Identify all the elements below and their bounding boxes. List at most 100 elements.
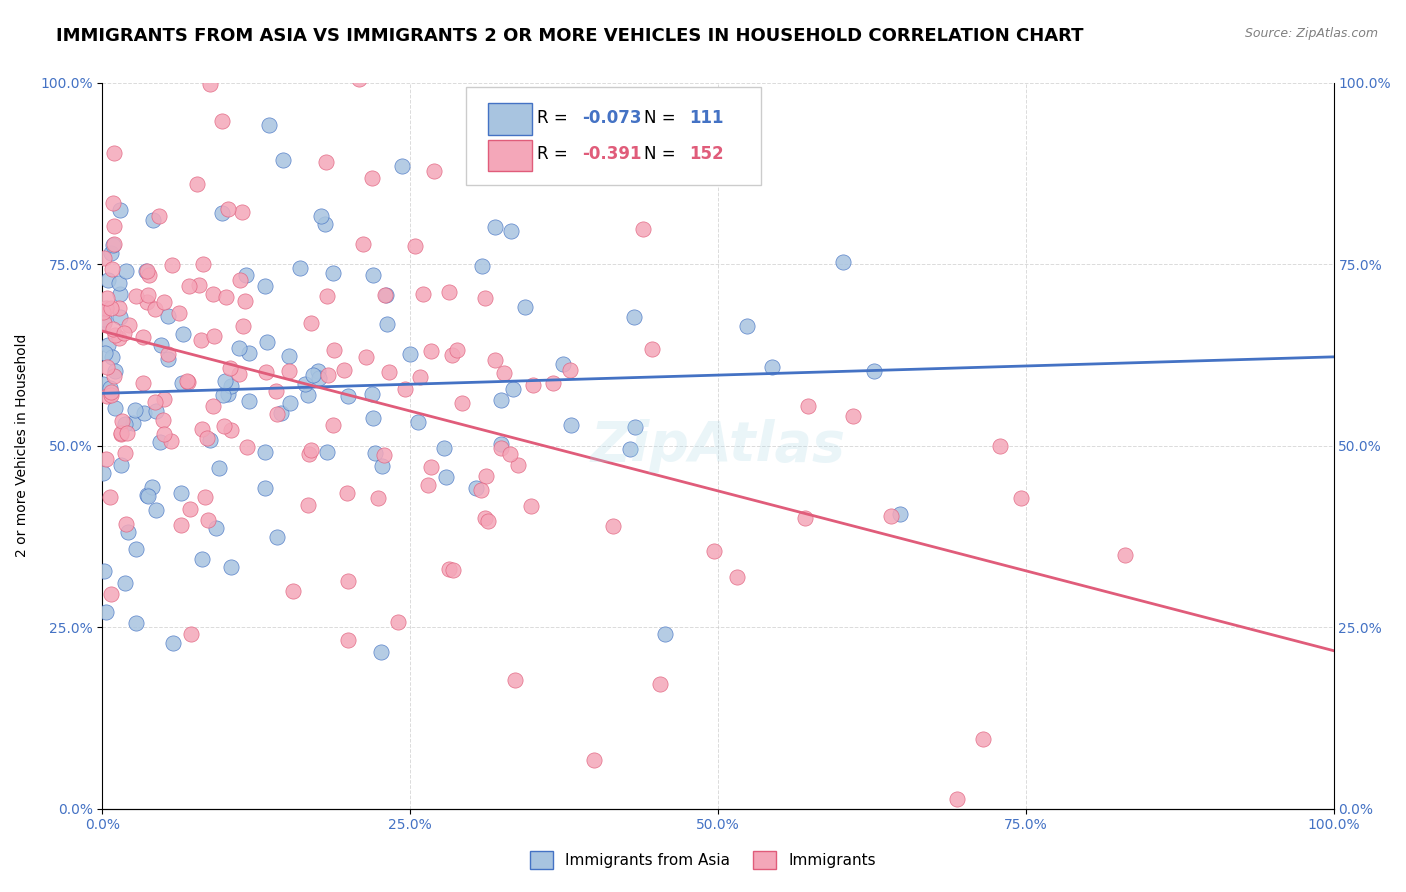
Point <box>108 310 131 325</box>
Point <box>398 347 420 361</box>
Point <box>211 113 233 128</box>
Point <box>202 286 225 301</box>
Point <box>110 287 132 301</box>
Point <box>212 387 235 401</box>
Point <box>318 368 340 383</box>
Point <box>202 329 225 343</box>
Point <box>271 153 294 167</box>
Point <box>254 365 277 379</box>
Point <box>352 237 374 252</box>
Point <box>484 220 506 235</box>
Point <box>378 365 401 379</box>
Point <box>419 460 441 475</box>
Point <box>477 514 499 528</box>
Point <box>582 753 605 767</box>
Point <box>98 381 121 395</box>
Point <box>470 483 492 498</box>
Point <box>211 206 233 220</box>
Point <box>110 425 132 440</box>
Point <box>361 410 384 425</box>
Point <box>371 459 394 474</box>
Point <box>170 376 193 391</box>
Point <box>972 732 994 747</box>
Point <box>132 376 155 391</box>
Point <box>153 426 176 441</box>
Point <box>124 402 146 417</box>
Point <box>104 363 127 377</box>
Point <box>619 442 641 456</box>
Point <box>143 395 166 409</box>
Point <box>406 415 429 429</box>
Point <box>191 422 214 436</box>
Point <box>297 388 319 402</box>
Point <box>502 382 524 396</box>
Point <box>93 315 115 329</box>
Point <box>281 584 304 599</box>
Point <box>200 77 222 91</box>
Point <box>114 446 136 460</box>
Point <box>180 627 202 641</box>
Point <box>103 146 125 161</box>
Point <box>107 331 129 345</box>
Point <box>408 370 430 384</box>
Point <box>194 491 217 505</box>
Point <box>156 309 179 323</box>
Point <box>94 346 117 360</box>
Point <box>489 442 512 456</box>
Point <box>231 205 253 219</box>
Point <box>560 418 582 433</box>
Point <box>333 363 356 377</box>
Point <box>112 326 135 340</box>
Point <box>290 261 312 276</box>
Point <box>157 352 180 367</box>
Point <box>125 542 148 557</box>
Point <box>96 291 118 305</box>
Text: N =: N = <box>644 145 681 163</box>
Point <box>880 508 903 523</box>
Point <box>100 586 122 600</box>
Point <box>336 389 359 403</box>
Point <box>98 490 121 504</box>
Point <box>152 392 174 406</box>
Point <box>149 434 172 449</box>
Point <box>219 423 242 437</box>
Point <box>115 516 138 531</box>
Point <box>863 364 886 378</box>
Point <box>100 301 122 315</box>
Point <box>315 289 337 303</box>
Point <box>543 376 565 390</box>
Point <box>278 363 301 377</box>
Point <box>236 440 259 454</box>
Point <box>302 368 325 382</box>
Point <box>499 224 522 238</box>
Point <box>103 219 125 233</box>
Point <box>101 196 124 211</box>
Point <box>412 286 434 301</box>
Point <box>132 329 155 343</box>
Point <box>322 266 344 280</box>
Point <box>641 342 664 356</box>
Point <box>761 360 783 375</box>
Point <box>110 427 132 442</box>
Point <box>238 346 260 360</box>
FancyBboxPatch shape <box>465 87 761 185</box>
Point <box>337 574 360 589</box>
Point <box>93 305 115 319</box>
Point <box>315 155 337 169</box>
Point <box>101 350 124 364</box>
Point <box>391 159 413 173</box>
Point <box>125 288 148 302</box>
Point <box>297 499 319 513</box>
Point <box>492 366 515 380</box>
Point <box>253 482 276 496</box>
Point <box>96 389 118 403</box>
Point <box>256 335 278 350</box>
Point <box>299 316 322 330</box>
Point <box>278 396 301 410</box>
Point <box>97 338 120 352</box>
Point <box>259 118 281 132</box>
Point <box>141 480 163 494</box>
Point <box>648 677 671 691</box>
Point <box>423 163 446 178</box>
Point <box>484 353 506 368</box>
